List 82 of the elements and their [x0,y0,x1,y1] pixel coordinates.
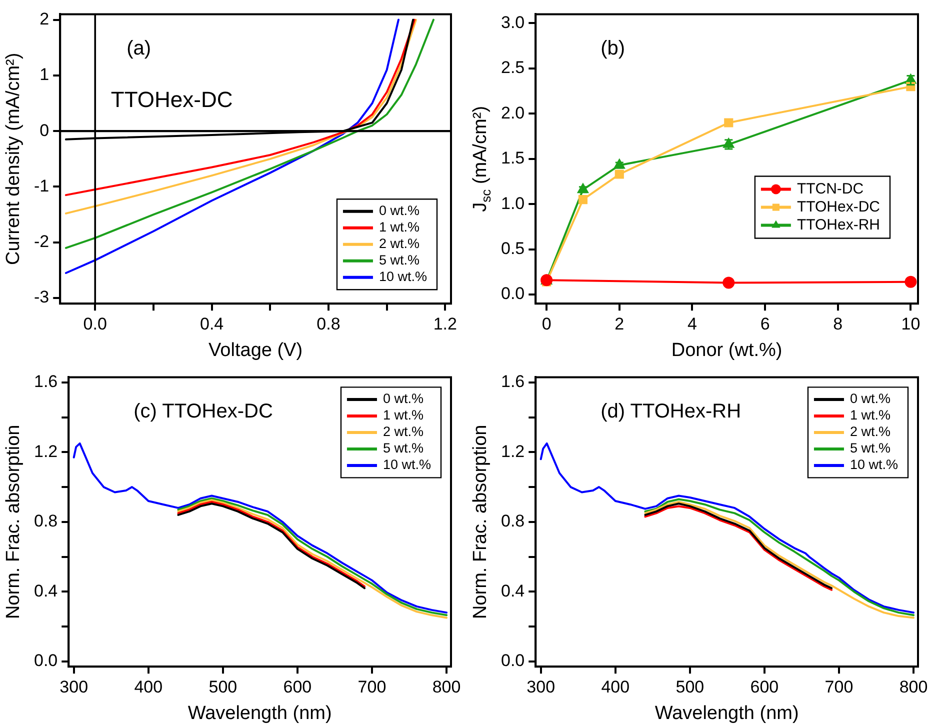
legend-label: 1 wt.% [850,408,890,423]
y-axis-title: Jsc (mA/cm²) [470,106,494,212]
x-tick-label: 700 [824,677,854,696]
y-tick-label: 1.6 [34,372,58,392]
x-tick-label: 600 [750,677,779,696]
y-tick-label: 0.0 [34,651,58,670]
y-axis-title: Norm. Frac. absorption [470,424,492,620]
annotation: (c) TTOHex-DC [134,400,273,422]
y-tick-label: 2.0 [500,103,525,122]
legend-label: 10 wt.% [382,457,432,472]
y-tick-label: -3 [34,288,50,307]
y-tick-label: 1 [40,65,50,84]
legend-label: TTOHex-RH [796,216,880,234]
y-tick-label: 2 [40,9,50,28]
y-tick-label: -2 [34,232,50,252]
legend-label: 1 wt.% [378,220,420,235]
legend-label: 10 wt.% [378,269,428,284]
x-tick-label: 600 [283,677,312,696]
x-tick-label: 10 [901,314,920,334]
x-tick-label: 800 [432,677,461,696]
legend-label: 2 wt.% [382,424,424,440]
y-tick-label: 0.8 [500,512,525,531]
x-tick-label: 500 [676,677,704,696]
legend-label: 1 wt.% [382,408,424,423]
x-tick-label: 0.8 [316,314,340,334]
point [578,195,588,204]
y-tick-label: 0.4 [500,581,525,600]
y-tick-label: 1.2 [500,442,525,461]
y-tick-label: 1.5 [500,148,525,168]
y-tick-label: 0.5 [500,239,525,258]
legend-label: 2 wt.% [378,236,420,252]
legend-label: 2 wt.% [850,424,890,440]
y-axis-title: Norm. Frac. absorption [3,424,24,620]
annotation: TTOHex-DC [110,87,233,112]
x-tick-label: 400 [601,677,630,696]
annotation: (b) [600,37,626,60]
x-tick-label: 2 [614,314,624,334]
y-tick-label: 0.8 [34,512,58,531]
annotation: (a) [126,37,152,60]
legend-label: 5 wt.% [378,252,420,268]
x-tick-label: 800 [899,677,928,696]
x-axis-title: Donor (wt.%) [671,340,782,362]
x-axis-title: Wavelength (nm) [188,703,332,724]
x-tick-label: 300 [526,677,556,696]
x-tick-label: 500 [208,677,238,696]
x-axis-title: Wavelength (nm) [654,703,799,724]
y-tick-label: 1.2 [34,442,58,461]
y-tick-label: 0.0 [500,651,525,670]
y-tick-label: 1.0 [500,194,525,213]
x-tick-label: 8 [833,314,843,334]
x-tick-label: 6 [760,314,770,334]
legend-label: TTCN-DC [796,180,864,198]
point [578,186,588,194]
legend-label: TTOHex-DC [796,198,880,216]
x-tick-label: 300 [60,677,88,696]
y-tick-label: 1.6 [500,372,525,392]
y-tick-label: 0.0 [500,284,525,304]
x-tick-label: 4 [687,314,697,334]
legend-label: 0 wt.% [850,391,890,406]
legend-label: 0 wt.% [378,203,420,218]
legend-label: 5 wt.% [850,440,890,456]
legend-label: 10 wt.% [850,457,898,472]
point [722,276,735,289]
y-axis-title: Current density (mA/cm²) [3,52,24,265]
point [904,276,917,288]
x-tick-label: 0 [542,314,552,334]
x-axis-title: Voltage (V) [208,340,303,362]
x-tick-label: 0.0 [83,314,107,334]
point [614,170,624,179]
point [724,118,734,128]
x-tick-label: 1.2 [433,314,457,334]
y-tick-label: 0 [40,120,50,140]
legend-label: 0 wt.% [382,391,424,406]
annotation: (d) TTOHex-RH [600,400,742,422]
y-tick-label: 2.5 [500,58,525,78]
y-tick-label: 0.4 [34,581,58,600]
x-tick-label: 0.4 [200,314,224,334]
y-tick-label: 3.0 [500,12,525,32]
x-tick-label: 400 [134,677,163,696]
x-tick-label: 700 [358,677,386,696]
y-tick-label: -1 [34,176,50,196]
legend-label: 5 wt.% [382,440,424,456]
